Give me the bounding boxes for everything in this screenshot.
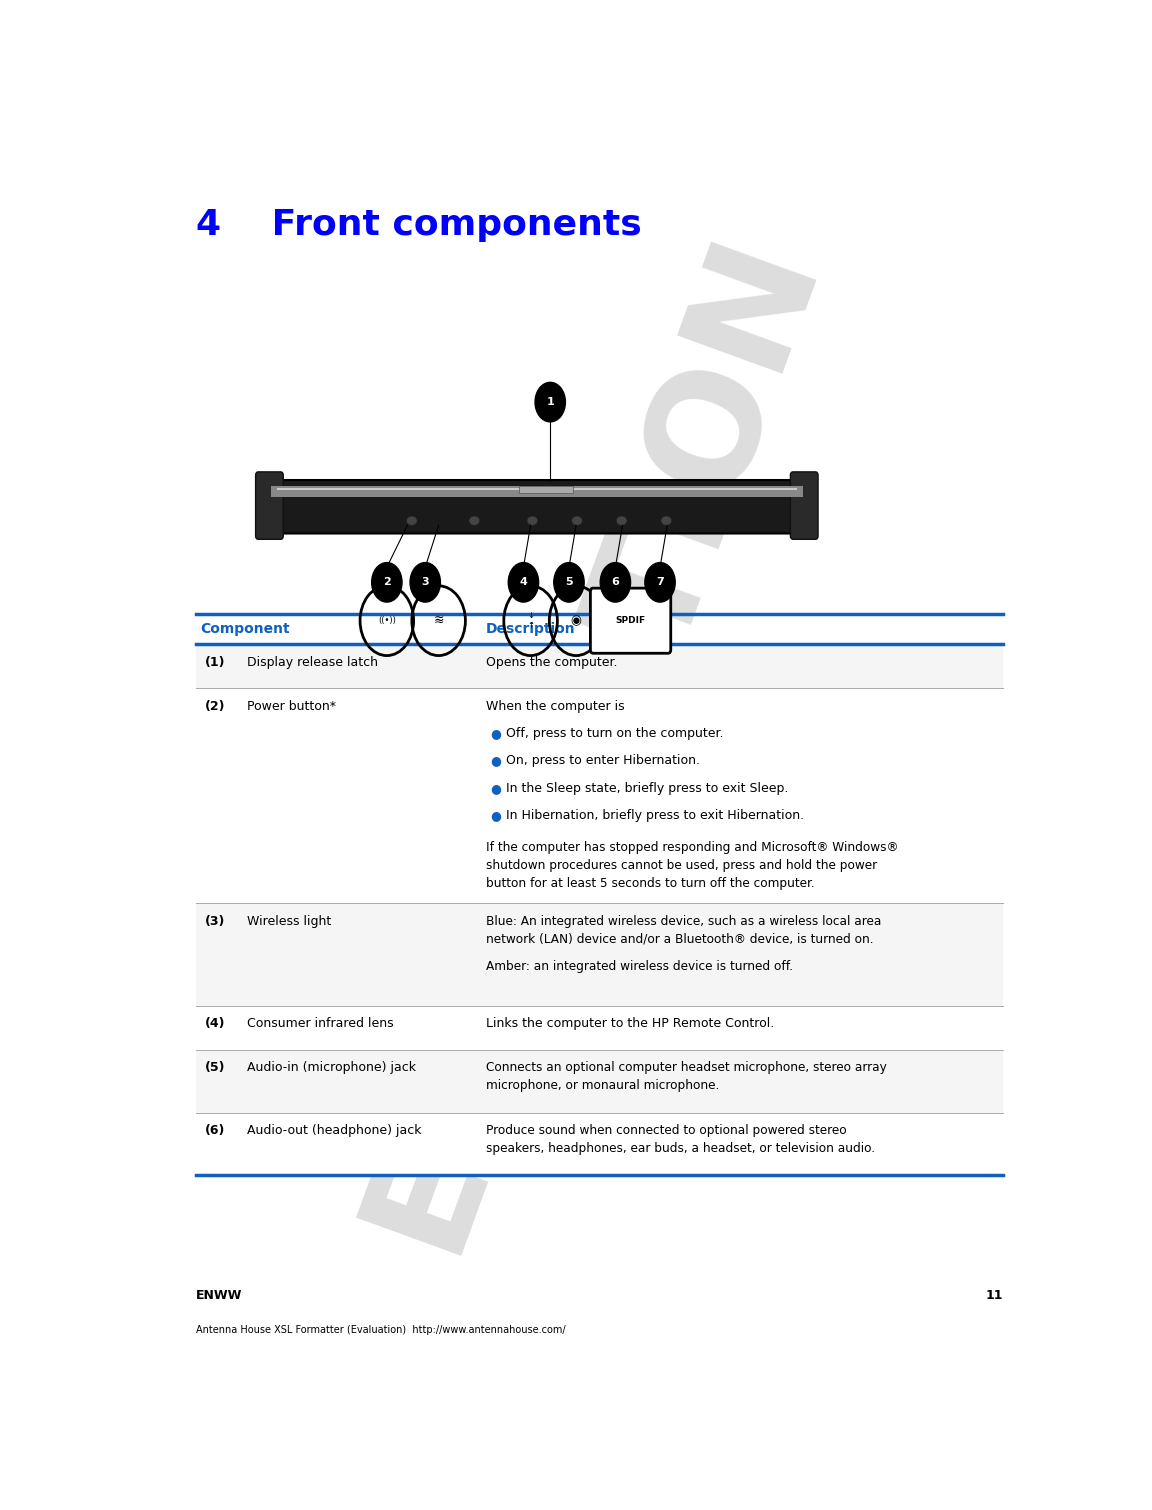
Text: ●: ● [491, 728, 501, 740]
Circle shape [535, 382, 566, 421]
Circle shape [372, 563, 402, 602]
Text: 1: 1 [546, 397, 554, 408]
Text: In Hibernation, briefly press to exit Hibernation.: In Hibernation, briefly press to exit Hi… [506, 809, 804, 821]
Circle shape [410, 563, 440, 602]
Text: button for at least 5 seconds to turn off the computer.: button for at least 5 seconds to turn of… [486, 877, 814, 889]
Bar [196, 1049, 1003, 1113]
Text: shutdown procedures cannot be used, press and hold the power: shutdown procedures cannot be used, pres… [486, 859, 877, 873]
Bar [196, 1113, 1003, 1175]
Text: Display release latch: Display release latch [247, 655, 378, 669]
Text: If the computer has stopped responding and Microsoft® Windows®: If the computer has stopped responding a… [486, 841, 899, 855]
Text: Opens the computer.: Opens the computer. [486, 655, 617, 669]
Text: EVALUATION: EVALUATION [338, 213, 843, 1265]
Ellipse shape [661, 516, 672, 525]
Text: Description: Description [486, 622, 576, 636]
Text: 6: 6 [612, 577, 620, 587]
Bar [518, 486, 573, 492]
Text: (1): (1) [205, 655, 225, 669]
Text: (6): (6) [205, 1123, 225, 1137]
Text: Produce sound when connected to optional powered stereo: Produce sound when connected to optional… [486, 1123, 847, 1137]
Text: 4: 4 [520, 577, 528, 587]
Text: 3: 3 [422, 577, 429, 587]
Bar [271, 486, 803, 497]
Text: On, press to enter Hibernation.: On, press to enter Hibernation. [506, 755, 699, 767]
Text: Antenna House XSL Formatter (Evaluation)  http://www.antennahouse.com/: Antenna House XSL Formatter (Evaluation)… [196, 1324, 566, 1335]
Text: (4): (4) [205, 1018, 225, 1030]
Text: Audio-in (microphone) jack: Audio-in (microphone) jack [247, 1062, 416, 1074]
Bar [196, 1006, 1003, 1049]
Text: Blue: An integrated wireless device, such as a wireless local area: Blue: An integrated wireless device, suc… [486, 915, 881, 927]
Text: (3): (3) [205, 915, 225, 927]
FancyBboxPatch shape [590, 587, 670, 654]
Text: ◉: ◉ [570, 615, 582, 627]
FancyBboxPatch shape [790, 471, 818, 539]
Text: Links the computer to the HP Remote Control.: Links the computer to the HP Remote Cont… [486, 1018, 774, 1030]
Text: Power button*: Power button* [247, 699, 335, 713]
Text: ((•)): ((•)) [378, 616, 396, 625]
Bar [196, 903, 1003, 1006]
Text: In the Sleep state, briefly press to exit Sleep.: In the Sleep state, briefly press to exi… [506, 782, 788, 794]
Text: SPDIF: SPDIF [615, 616, 645, 625]
Circle shape [645, 563, 675, 602]
Text: ●: ● [491, 755, 501, 767]
Text: microphone, or monaural microphone.: microphone, or monaural microphone. [486, 1080, 719, 1092]
Ellipse shape [616, 516, 627, 525]
Text: Amber: an integrated wireless device is turned off.: Amber: an integrated wireless device is … [486, 960, 793, 972]
Ellipse shape [469, 516, 479, 525]
Ellipse shape [407, 516, 417, 525]
Text: 7: 7 [657, 577, 664, 587]
Circle shape [508, 563, 539, 602]
Text: Off, press to turn on the computer.: Off, press to turn on the computer. [506, 728, 723, 740]
Ellipse shape [571, 516, 583, 525]
FancyBboxPatch shape [266, 480, 808, 533]
Text: Component: Component [200, 622, 290, 636]
Text: Consumer infrared lens: Consumer infrared lens [247, 1018, 393, 1030]
Text: ●: ● [491, 809, 501, 821]
Ellipse shape [526, 516, 538, 525]
Text: When the computer is: When the computer is [486, 699, 624, 713]
FancyBboxPatch shape [256, 471, 283, 539]
Bar [196, 643, 1003, 689]
Text: (2): (2) [205, 699, 225, 713]
Text: (5): (5) [205, 1062, 225, 1074]
Circle shape [600, 563, 630, 602]
Text: ↓
↑: ↓ ↑ [528, 612, 535, 630]
Text: ≋: ≋ [433, 615, 444, 627]
Text: Connects an optional computer headset microphone, stereo array: Connects an optional computer headset mi… [486, 1062, 887, 1074]
Text: ENWW: ENWW [196, 1288, 242, 1302]
Text: Audio-out (headphone) jack: Audio-out (headphone) jack [247, 1123, 422, 1137]
Text: 11: 11 [985, 1288, 1003, 1302]
Text: network (LAN) device and/or a Bluetooth® device, is turned on.: network (LAN) device and/or a Bluetooth®… [486, 933, 873, 945]
Text: 5: 5 [566, 577, 573, 587]
Text: speakers, headphones, ear buds, a headset, or television audio.: speakers, headphones, ear buds, a headse… [486, 1142, 874, 1155]
Bar [196, 689, 1003, 903]
Circle shape [554, 563, 584, 602]
Text: 2: 2 [382, 577, 391, 587]
Text: ●: ● [491, 782, 501, 794]
Text: 4    Front components: 4 Front components [196, 208, 642, 242]
Text: Wireless light: Wireless light [247, 915, 331, 927]
